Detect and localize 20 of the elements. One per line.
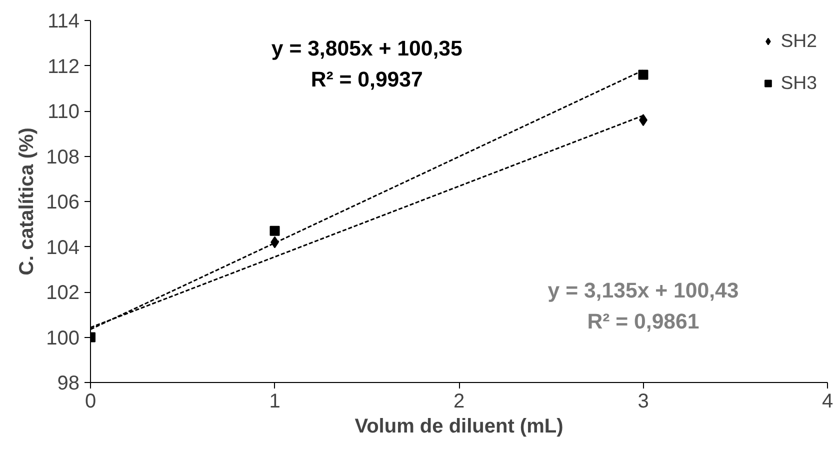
legend-label: SH2 xyxy=(780,30,817,52)
x-tick-label: 0 xyxy=(84,390,96,412)
x-tick-label: 1 xyxy=(269,390,280,412)
y-tick-label: 112 xyxy=(48,56,80,78)
annotation: y = 3,135x + 100,43 R² = 0,9861 xyxy=(548,278,739,334)
y-axis-title: C. catalítica (%) xyxy=(16,128,38,276)
y-tick-label: 106 xyxy=(46,192,80,214)
x-tick-label: 2 xyxy=(453,390,465,412)
y-tick-label: 110 xyxy=(48,101,80,123)
y-tick-label: 98 xyxy=(57,372,80,394)
y-tick-label: 104 xyxy=(46,236,80,259)
y-tick-label: 114 xyxy=(48,10,80,32)
legend-label: SH3 xyxy=(780,72,817,94)
x-axis-title: Volum de diluent (mL) xyxy=(354,416,564,438)
y-tick-label: 100 xyxy=(46,327,80,350)
y-tick-label: 102 xyxy=(46,282,80,304)
annotation: y = 3,805x + 100,35 R² = 0,9937 xyxy=(271,36,462,92)
x-tick-label: 4 xyxy=(822,390,834,412)
y-tick-label: 108 xyxy=(46,146,80,168)
x-tick-label: 3 xyxy=(638,390,649,412)
